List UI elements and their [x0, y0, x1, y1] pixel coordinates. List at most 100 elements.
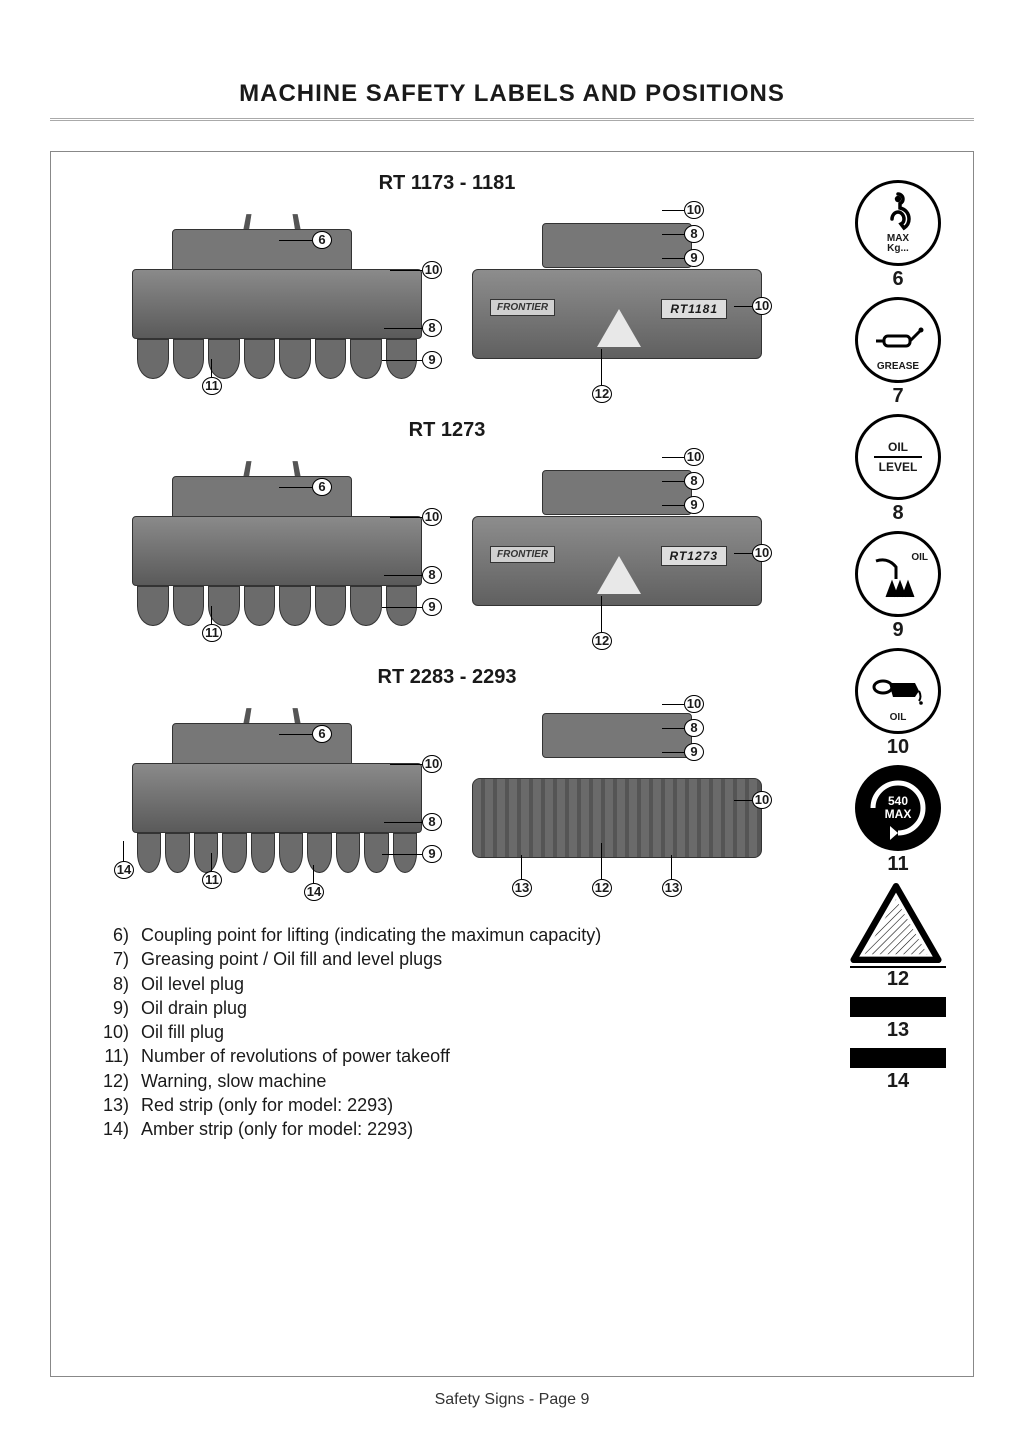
symbol-caption: 11	[855, 853, 941, 876]
model-block-1: RT 1173 - 1181 6 10 8 9 11	[61, 172, 833, 409]
symbol-9: OIL 9	[855, 531, 941, 642]
oil-drain-icon: OIL	[855, 531, 941, 617]
callout-10: 10	[684, 448, 704, 466]
model-3-title: RT 2283 - 2293	[61, 666, 833, 689]
model-2-rear-view: FRONTIER RT1273 10 8 9 10 12	[452, 446, 782, 656]
legend-item: 7)Greasing point / Oil fill and level pl…	[91, 947, 833, 971]
legend-item: 8)Oil level plug	[91, 972, 833, 996]
symbol-13: 13	[850, 997, 946, 1042]
callout-10: 10	[422, 755, 442, 773]
pto-rpm-icon: 540MAX	[855, 765, 941, 851]
legend-item: 6)Coupling point for lifting (indicating…	[91, 923, 833, 947]
model-plate: RT1181	[661, 299, 727, 319]
callout-6: 6	[312, 231, 332, 249]
model-block-3: RT 2283 - 2293 6 10 8 9 11 14 14	[61, 666, 833, 903]
legend-num: 7)	[91, 947, 141, 971]
oil-fill-icon: OIL	[855, 648, 941, 734]
main-column: RT 1173 - 1181 6 10 8 9 11	[61, 172, 833, 1366]
legend-text: Red strip (only for model: 2293)	[141, 1093, 833, 1117]
symbol-7: GREASE 7	[855, 297, 941, 408]
model-1-front-view: 6 10 8 9 11	[112, 199, 442, 409]
content-frame: RT 1173 - 1181 6 10 8 9 11	[50, 151, 974, 1377]
callout-10: 10	[684, 201, 704, 219]
callout-10: 10	[684, 695, 704, 713]
legend-item: 10)Oil fill plug	[91, 1020, 833, 1044]
hook-max-kg-icon: MAXKg...	[855, 180, 941, 266]
callout-10: 10	[752, 544, 772, 562]
callout-9: 9	[684, 496, 704, 514]
model-2-title: RT 1273	[61, 419, 833, 442]
callout-9: 9	[684, 743, 704, 761]
callout-11: 11	[202, 871, 222, 889]
title-rule	[50, 118, 974, 121]
callout-10: 10	[752, 297, 772, 315]
model-block-2: RT 1273 6 10 8 9 11 FRONTIER	[61, 419, 833, 656]
symbol-column: MAXKg... 6 GREASE 7 OIL LEVEL 8 OIL	[833, 172, 963, 1366]
legend-item: 13)Red strip (only for model: 2293)	[91, 1093, 833, 1117]
legend-item: 14)Amber strip (only for model: 2293)	[91, 1117, 833, 1141]
callout-12: 12	[592, 879, 612, 897]
callout-14: 14	[304, 883, 324, 901]
legend-num: 10)	[91, 1020, 141, 1044]
brand-plate: FRONTIER	[490, 546, 555, 563]
model-1-title: RT 1173 - 1181	[61, 172, 833, 195]
smv-on-machine-icon	[597, 556, 641, 594]
legend-num: 12)	[91, 1069, 141, 1093]
legend-num: 8)	[91, 972, 141, 996]
legend-item: 9)Oil drain plug	[91, 996, 833, 1020]
smv-on-machine-icon	[597, 309, 641, 347]
legend-item: 11)Number of revolutions of power takeof…	[91, 1044, 833, 1068]
symbol-caption: 6	[855, 268, 941, 291]
callout-8: 8	[684, 719, 704, 737]
symbol-caption: 14	[850, 1070, 946, 1093]
legend-text: Oil fill plug	[141, 1020, 833, 1044]
model-plate: RT1273	[661, 546, 727, 566]
callout-8: 8	[422, 319, 442, 337]
brand-plate: FRONTIER	[490, 299, 555, 316]
model-1-rear-view: FRONTIER RT1181 10 8 9 10 12	[452, 199, 782, 409]
oil-level-icon: OIL LEVEL	[855, 414, 941, 500]
callout-11: 11	[202, 624, 222, 642]
legend-text: Coupling point for lifting (indicating t…	[141, 923, 833, 947]
callout-12: 12	[592, 385, 612, 403]
callout-10: 10	[422, 261, 442, 279]
callout-8: 8	[422, 813, 442, 831]
callout-8: 8	[684, 225, 704, 243]
legend-text: Amber strip (only for model: 2293)	[141, 1117, 833, 1141]
symbol-caption: 10	[855, 736, 941, 759]
model-2-front-view: 6 10 8 9 11	[112, 446, 442, 656]
symbol-6: MAXKg... 6	[855, 180, 941, 291]
callout-9: 9	[422, 598, 442, 616]
callout-9: 9	[422, 845, 442, 863]
symbol-caption: 13	[850, 1019, 946, 1042]
callout-6: 6	[312, 478, 332, 496]
callout-9: 9	[684, 249, 704, 267]
callout-14: 14	[114, 861, 134, 879]
symbol-11: 540MAX 11	[855, 765, 941, 876]
red-strip-icon	[850, 997, 946, 1017]
callout-8: 8	[422, 566, 442, 584]
legend-item: 12)Warning, slow machine	[91, 1069, 833, 1093]
legend-text: Warning, slow machine	[141, 1069, 833, 1093]
callout-8: 8	[684, 472, 704, 490]
symbol-14: 14	[850, 1048, 946, 1093]
callout-6: 6	[312, 725, 332, 743]
symbol-12: 12	[850, 882, 946, 991]
symbol-caption: 7	[855, 385, 941, 408]
model-3-rear-view: 10 8 9 10 12 13 13	[452, 693, 782, 903]
model-3-front-view: 6 10 8 9 11 14 14	[112, 693, 442, 903]
legend-text: Number of revolutions of power takeoff	[141, 1044, 833, 1068]
amber-strip-icon	[850, 1048, 946, 1068]
legend-num: 11)	[91, 1044, 141, 1068]
callout-9: 9	[422, 351, 442, 369]
legend-text: Greasing point / Oil fill and level plug…	[141, 947, 833, 971]
callout-13: 13	[512, 879, 532, 897]
page-footer: Safety Signs - Page 9	[50, 1391, 974, 1409]
callout-13: 13	[662, 879, 682, 897]
symbol-caption: 9	[855, 619, 941, 642]
legend-num: 13)	[91, 1093, 141, 1117]
callout-11: 11	[202, 377, 222, 395]
symbol-caption: 8	[855, 502, 941, 525]
legend-list: 6)Coupling point for lifting (indicating…	[61, 923, 833, 1142]
grease-gun-icon: GREASE	[855, 297, 941, 383]
